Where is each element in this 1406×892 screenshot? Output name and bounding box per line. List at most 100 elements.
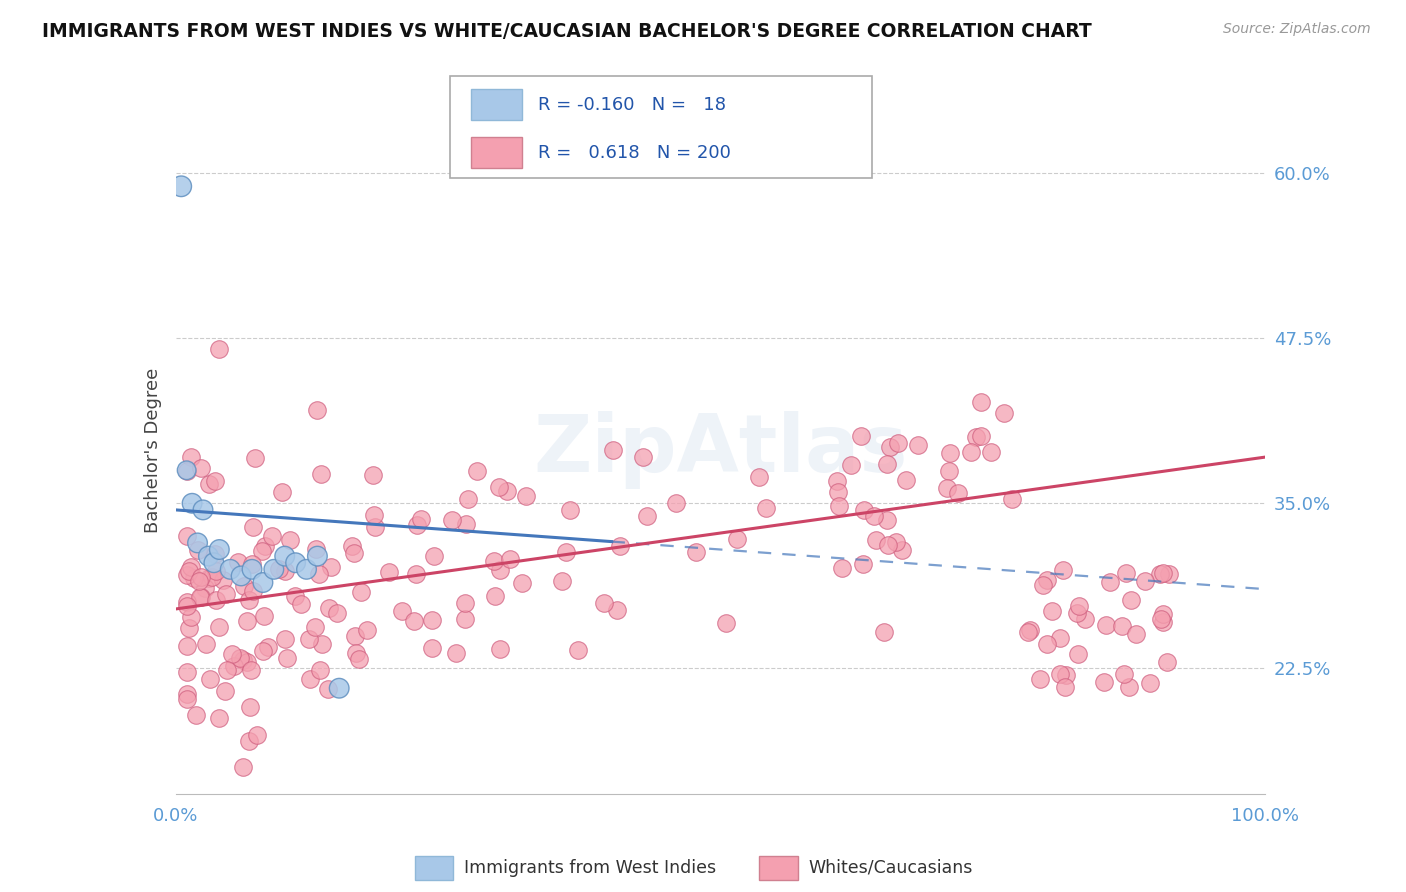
Point <box>896 473 918 487</box>
Point <box>221 648 243 662</box>
Point <box>305 541 328 556</box>
Point <box>290 597 312 611</box>
Point <box>211 574 233 588</box>
Point <box>1156 655 1178 669</box>
Point <box>1032 578 1054 592</box>
Point <box>865 533 887 548</box>
Point <box>204 475 226 489</box>
Point <box>441 513 464 527</box>
Point <box>238 593 260 607</box>
Point <box>239 699 262 714</box>
Point <box>489 563 512 577</box>
Point <box>631 450 654 465</box>
Point <box>319 560 342 574</box>
Point <box>194 636 217 650</box>
Point <box>454 517 477 532</box>
Point <box>970 428 993 442</box>
Point <box>946 485 969 500</box>
Point <box>214 684 236 698</box>
Point <box>361 467 384 482</box>
Text: ZipAtlas: ZipAtlas <box>533 411 908 490</box>
Point <box>1067 599 1090 613</box>
Point <box>308 663 330 677</box>
Point <box>467 464 489 478</box>
Point <box>364 520 387 534</box>
Point <box>276 651 298 665</box>
Point <box>356 623 378 637</box>
Point <box>344 646 367 660</box>
Point <box>454 612 477 626</box>
Point <box>177 564 200 578</box>
Point <box>1054 668 1077 682</box>
Point <box>347 652 370 666</box>
Point <box>409 512 432 526</box>
Point <box>510 576 533 591</box>
Point <box>219 562 242 576</box>
Point <box>298 672 321 686</box>
Point <box>269 562 291 576</box>
Point <box>180 450 202 464</box>
Point <box>308 567 330 582</box>
Point <box>1152 607 1174 621</box>
Point <box>420 641 443 656</box>
Point <box>454 596 477 610</box>
Point <box>748 470 770 484</box>
Point <box>714 616 737 631</box>
Point <box>231 569 253 583</box>
Point <box>755 501 778 516</box>
Point <box>263 562 285 576</box>
Point <box>198 571 221 585</box>
Point <box>828 499 851 513</box>
Point <box>484 589 506 603</box>
Point <box>190 460 212 475</box>
Point <box>232 579 254 593</box>
Point <box>183 571 205 585</box>
Point <box>194 581 217 595</box>
Point <box>496 483 519 498</box>
Point <box>304 619 326 633</box>
Point <box>876 538 898 552</box>
Point <box>316 681 339 696</box>
Point <box>1001 492 1024 507</box>
Point <box>391 603 413 617</box>
Point <box>363 508 385 522</box>
Point <box>176 528 198 542</box>
Point <box>176 463 198 477</box>
Point <box>886 534 908 549</box>
Point <box>256 640 278 654</box>
Point <box>176 595 198 609</box>
Point <box>191 503 214 517</box>
Point <box>176 687 198 701</box>
Point <box>184 707 207 722</box>
Point <box>187 574 209 588</box>
Point <box>307 549 329 563</box>
Point <box>190 590 212 604</box>
Point <box>457 491 479 506</box>
Point <box>224 659 246 673</box>
Point <box>1139 676 1161 690</box>
Text: R = -0.160   N =   18: R = -0.160 N = 18 <box>538 95 727 113</box>
FancyBboxPatch shape <box>450 76 872 178</box>
Point <box>907 438 929 452</box>
Point <box>176 691 198 706</box>
Point <box>876 457 898 471</box>
Point <box>177 622 200 636</box>
Point <box>980 445 1002 459</box>
Point <box>1152 566 1174 580</box>
Point <box>208 710 231 724</box>
Point <box>1036 574 1059 588</box>
Text: R =   0.618   N = 200: R = 0.618 N = 200 <box>538 144 731 161</box>
Point <box>254 539 277 553</box>
Point <box>215 587 238 601</box>
Point <box>685 545 707 559</box>
Point <box>170 179 193 194</box>
Point <box>208 542 231 557</box>
Point <box>274 632 297 646</box>
Point <box>839 458 862 472</box>
Point <box>252 644 274 658</box>
Point <box>887 435 910 450</box>
Point <box>554 545 576 559</box>
Point <box>876 513 898 527</box>
Point <box>198 477 221 491</box>
Point <box>200 672 222 686</box>
